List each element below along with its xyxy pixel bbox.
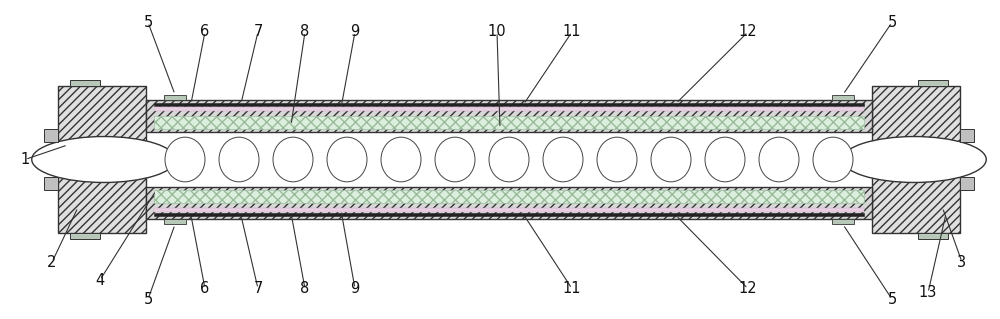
Bar xyxy=(154,209,864,212)
Bar xyxy=(154,116,864,129)
Ellipse shape xyxy=(489,137,529,182)
Ellipse shape xyxy=(165,137,205,182)
Bar xyxy=(918,80,948,86)
Text: 12: 12 xyxy=(739,281,757,296)
Ellipse shape xyxy=(543,137,583,182)
Bar xyxy=(44,177,58,190)
Ellipse shape xyxy=(435,137,475,182)
Bar xyxy=(960,177,974,190)
Bar xyxy=(154,190,864,203)
Text: 7: 7 xyxy=(253,281,263,296)
Bar xyxy=(44,129,58,142)
Ellipse shape xyxy=(759,137,799,182)
Text: 4: 4 xyxy=(95,272,105,288)
Bar xyxy=(164,219,186,225)
Bar xyxy=(146,132,872,188)
Ellipse shape xyxy=(219,137,259,182)
Text: 9: 9 xyxy=(350,24,360,40)
Bar xyxy=(154,103,864,106)
Text: 3: 3 xyxy=(957,255,967,270)
Ellipse shape xyxy=(381,137,421,182)
Text: 5: 5 xyxy=(143,292,153,307)
Bar xyxy=(154,213,864,216)
Ellipse shape xyxy=(705,137,745,182)
Bar xyxy=(164,94,186,100)
Text: 1: 1 xyxy=(20,152,30,167)
Text: 8: 8 xyxy=(300,24,310,40)
Text: 9: 9 xyxy=(350,281,360,296)
Ellipse shape xyxy=(273,137,313,182)
Text: 8: 8 xyxy=(300,281,310,296)
Text: 7: 7 xyxy=(253,24,263,40)
Text: 5: 5 xyxy=(887,15,897,30)
Text: 10: 10 xyxy=(488,24,506,40)
Text: 6: 6 xyxy=(200,281,210,296)
Bar xyxy=(960,129,974,142)
Circle shape xyxy=(32,137,176,182)
Bar xyxy=(154,107,864,111)
Bar xyxy=(918,233,948,239)
Bar xyxy=(146,188,872,219)
Ellipse shape xyxy=(813,137,853,182)
Bar xyxy=(70,233,100,239)
Text: 12: 12 xyxy=(739,24,757,40)
Text: 5: 5 xyxy=(143,15,153,30)
Bar xyxy=(872,86,960,233)
Ellipse shape xyxy=(597,137,637,182)
Text: 6: 6 xyxy=(200,24,210,40)
Text: 13: 13 xyxy=(919,285,937,300)
Circle shape xyxy=(842,137,986,182)
Bar xyxy=(70,80,100,86)
Text: 2: 2 xyxy=(47,255,57,270)
Ellipse shape xyxy=(651,137,691,182)
Bar xyxy=(58,86,146,233)
Text: 11: 11 xyxy=(563,281,581,296)
Bar xyxy=(832,219,854,225)
Text: 11: 11 xyxy=(563,24,581,40)
Ellipse shape xyxy=(327,137,367,182)
Bar xyxy=(832,94,854,100)
Text: 5: 5 xyxy=(887,292,897,307)
Bar xyxy=(146,100,872,132)
